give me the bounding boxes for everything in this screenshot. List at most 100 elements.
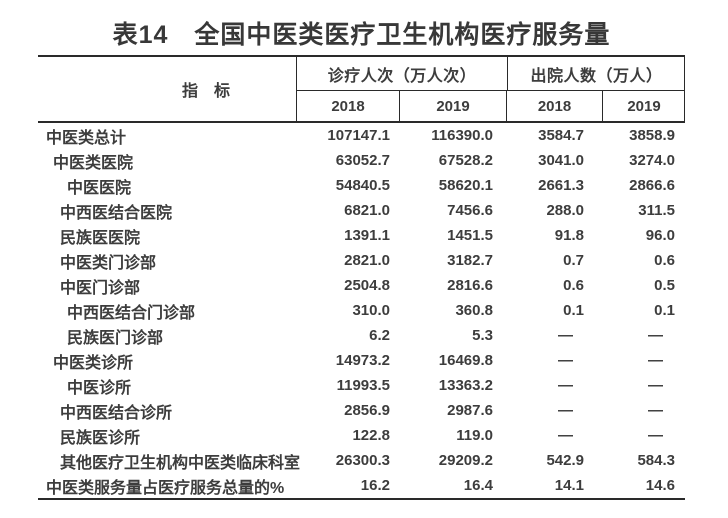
cell-discharged-2019: 3274.0 [629, 152, 675, 169]
cell-visits-2018: 122.8 [352, 427, 390, 444]
row-label: 其他医疗卫生机构中医类临床科室 [60, 454, 301, 472]
cell-discharged-2019: — [648, 327, 663, 344]
cell-discharged-2018: 542.9 [546, 452, 584, 469]
column-header-discharged-2019: 2019 [627, 97, 661, 115]
cell-visits-2019: 58620.1 [438, 177, 493, 194]
row-label: 中医医院 [67, 179, 132, 197]
column-header-visits-2018: 2018 [297, 91, 400, 121]
cell-discharged-2018: 2661.3 [538, 177, 584, 194]
column-header-indicator: 指 标 [38, 57, 297, 121]
cell-visits-2018: 6.2 [369, 327, 390, 344]
cell-visits-2019: 116390.0 [431, 127, 493, 144]
cell-visits-2018: 26300.3 [335, 452, 390, 469]
cell-discharged-2019: — [648, 402, 663, 419]
table-row: 民族医门诊部 6.2 5.3 — — [38, 323, 685, 348]
column-group-outpatient-visits: 诊疗人次（万人次） [297, 57, 507, 91]
cell-visits-2018: 2821.0 [344, 252, 390, 269]
cell-discharged-2019: 14.6 [645, 477, 675, 494]
cell-discharged-2019: 0.1 [654, 302, 675, 319]
cell-discharged-2018: 14.1 [554, 477, 584, 494]
cell-visits-2018: 63052.7 [335, 152, 390, 169]
cell-visits-2019: 16469.8 [438, 352, 493, 369]
cell-discharged-2018: 0.1 [563, 302, 584, 319]
cell-visits-2018: 14973.2 [335, 352, 390, 369]
table-row: 中西医结合医院 6821.0 7456.6 288.0 311.5 [38, 198, 685, 223]
cell-visits-2018: 11993.5 [336, 377, 390, 394]
cell-discharged-2018: — [558, 377, 573, 394]
cell-visits-2018: 107147.1 [327, 127, 390, 144]
table-row: 中医门诊部 2504.8 2816.6 0.6 0.5 [38, 273, 685, 298]
table-body: 中医类总计 107147.1 116390.0 3584.7 3858.9 中医… [38, 123, 685, 500]
column-header-discharged-2018: 2018 [507, 91, 603, 121]
cell-discharged-2018: 3041.0 [538, 152, 584, 169]
row-label: 民族医诊所 [60, 429, 141, 447]
cell-visits-2018: 310.0 [352, 302, 390, 319]
table-row: 中西医结合诊所 2856.9 2987.6 — — [38, 398, 685, 423]
cell-visits-2019: 67528.2 [438, 152, 493, 169]
cell-discharged-2018: 3584.7 [538, 127, 584, 144]
table-row: 中医类服务量占医疗服务总量的% 16.2 16.4 14.1 14.6 [38, 473, 685, 498]
cell-discharged-2019: — [648, 377, 663, 394]
cell-discharged-2018: 91.8 [554, 227, 584, 244]
page-title: 表14 全国中医类医疗卫生机构医疗服务量 [112, 21, 611, 49]
cell-visits-2018: 6821.0 [344, 202, 390, 219]
cell-visits-2019: 2987.6 [447, 402, 493, 419]
cell-visits-2018: 2856.9 [344, 402, 390, 419]
cell-visits-2018: 1391.1 [344, 227, 390, 244]
table-row: 中医诊所 11993.5 13363.2 — — [38, 373, 685, 398]
cell-discharged-2019: 0.5 [654, 277, 675, 294]
cell-discharged-2018: — [558, 352, 573, 369]
row-label: 中医门诊部 [60, 279, 141, 297]
row-label: 中西医结合医院 [60, 204, 173, 222]
statistics-table: 指 标 诊疗人次（万人次） 出院人数（万人） 2018 2019 2018 20… [38, 55, 685, 500]
cell-discharged-2018: — [558, 427, 573, 444]
row-label: 中医类服务量占医疗服务总量的% [46, 479, 285, 497]
table-header: 指 标 诊疗人次（万人次） 出院人数（万人） 2018 2019 2018 20… [38, 55, 685, 123]
row-label: 中医类医院 [53, 154, 134, 172]
cell-discharged-2019: — [648, 427, 663, 444]
cell-visits-2018: 16.2 [360, 477, 390, 494]
cell-visits-2018: 54840.5 [335, 177, 390, 194]
cell-visits-2019: 13363.2 [438, 377, 493, 394]
cell-discharged-2019: — [648, 352, 663, 369]
cell-discharged-2019: 96.0 [645, 227, 675, 244]
cell-discharged-2019: 311.5 [638, 202, 675, 219]
table-row: 中医类医院 63052.7 67528.2 3041.0 3274.0 [38, 148, 685, 173]
column-group-discharged-patients: 出院人数（万人） [507, 57, 685, 91]
cell-visits-2019: 7456.6 [447, 202, 493, 219]
table-row: 其他医疗卫生机构中医类临床科室 26300.3 29209.2 542.9 58… [38, 448, 685, 473]
cell-discharged-2018: — [558, 402, 573, 419]
cell-discharged-2019: 0.6 [654, 252, 675, 269]
cell-discharged-2018: — [558, 327, 573, 344]
column-header-visits-2019: 2019 [400, 91, 507, 121]
table-row: 中医医院 54840.5 58620.1 2661.3 2866.6 [38, 173, 685, 198]
cell-discharged-2019: 2866.6 [629, 177, 675, 194]
cell-discharged-2018: 288.0 [546, 202, 584, 219]
cell-visits-2019: 360.8 [455, 302, 493, 319]
row-label: 民族医医院 [60, 229, 141, 247]
cell-discharged-2019: 3858.9 [629, 127, 675, 144]
cell-discharged-2018: 0.6 [563, 277, 584, 294]
cell-discharged-2019: 584.3 [637, 452, 675, 469]
row-label: 中西医结合诊所 [60, 404, 173, 422]
cell-visits-2019: 29209.2 [438, 452, 493, 469]
row-label: 民族医门诊部 [67, 329, 164, 347]
cell-visits-2019: 5.3 [472, 327, 493, 344]
cell-visits-2019: 3182.7 [447, 252, 493, 269]
row-label: 中医类门诊部 [60, 254, 157, 272]
table-row: 中医类诊所 14973.2 16469.8 — — [38, 348, 685, 373]
table-row: 中医类门诊部 2821.0 3182.7 0.7 0.6 [38, 248, 685, 273]
table-row: 中医类总计 107147.1 116390.0 3584.7 3858.9 [38, 123, 685, 148]
row-label: 中医类总计 [46, 129, 127, 147]
row-label: 中医诊所 [67, 379, 132, 397]
cell-visits-2019: 119.0 [456, 427, 493, 444]
row-label: 中西医结合门诊部 [67, 304, 196, 322]
cell-visits-2019: 2816.6 [447, 277, 493, 294]
row-label: 中医类诊所 [53, 354, 134, 372]
cell-visits-2018: 2504.8 [344, 277, 390, 294]
cell-visits-2019: 16.4 [463, 477, 493, 494]
cell-discharged-2018: 0.7 [563, 252, 584, 269]
table-row: 民族医诊所 122.8 119.0 — — [38, 423, 685, 448]
table-row: 中西医结合门诊部 310.0 360.8 0.1 0.1 [38, 298, 685, 323]
cell-visits-2019: 1451.5 [447, 227, 493, 244]
